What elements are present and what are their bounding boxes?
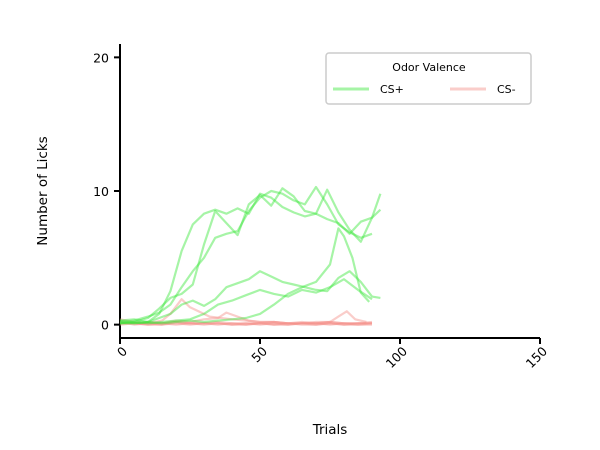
series-line-cs-plus-2: [119, 185, 373, 324]
x-tick-label: 0: [114, 343, 130, 359]
x-tick-label: 150: [523, 343, 551, 371]
x-tick-label: 50: [248, 343, 270, 365]
series-line-cs-plus-0: [119, 192, 382, 324]
series-line-cs-minus-8: [120, 310, 367, 325]
series-line-cs-minus-11: [120, 322, 373, 326]
series-line-cs-minus-10: [119, 320, 372, 326]
series-line-cs-plus-3: [119, 270, 381, 325]
series-line-cs-plus-5: [120, 227, 371, 325]
y-tick-label: 0: [101, 318, 109, 333]
series-line-cs-minus-7: [119, 311, 373, 325]
legend-frame: [325, 52, 532, 105]
legend-label-cs-plus: CS+: [380, 83, 404, 96]
y-tick-label: 10: [93, 184, 109, 199]
x-axis-label: Trials: [312, 422, 348, 438]
legend-title: Odor Valence: [392, 61, 466, 74]
series-line-cs-plus-4: [119, 278, 373, 325]
series-line-cs-plus-1: [119, 187, 382, 325]
y-tick-label: 20: [93, 50, 109, 65]
legend: Odor Valence CS+ CS-: [325, 52, 532, 105]
x-tick-label: 100: [383, 343, 411, 371]
series-layer: [119, 185, 382, 326]
y-axis-label: Number of Licks: [35, 136, 51, 245]
series-line-cs-minus-9: [119, 322, 372, 326]
series-line-cs-minus-6: [119, 298, 372, 325]
legend-label-cs-minus: CS-: [497, 83, 516, 96]
